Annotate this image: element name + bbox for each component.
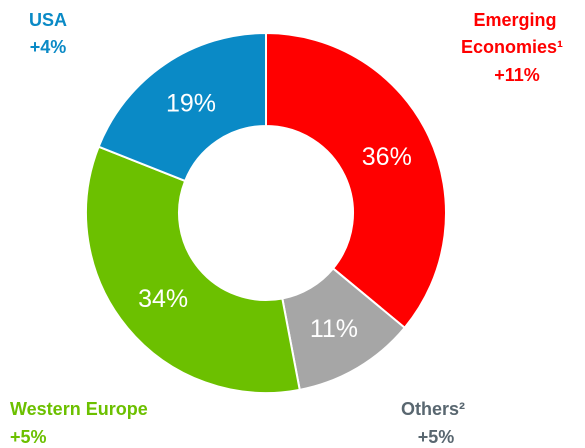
slice-value-label-others: 11% <box>310 315 358 343</box>
legend-growth-western-europe: +5% <box>10 427 47 447</box>
slice-value-labels: 36% 11% 34% 19% <box>138 90 412 343</box>
slice-usa <box>97 31 267 183</box>
legend-growth-usa: +4% <box>30 37 67 57</box>
slice-western-europe <box>85 145 301 394</box>
legend-label-usa: USA <box>29 10 67 30</box>
slice-value-label-western-europe: 34% <box>138 285 188 313</box>
slice-value-label-usa: 19% <box>166 90 216 118</box>
slice-emerging-economies <box>265 31 447 330</box>
legend-growth-others: +5% <box>418 427 455 447</box>
legend-label-emerging-line1: Emerging <box>473 10 556 30</box>
donut-slices <box>85 31 447 394</box>
legend-growth-emerging: +11% <box>494 65 540 85</box>
legend-label-others: Others² <box>401 399 465 419</box>
legend-label-emerging-line2: Economies¹ <box>461 37 563 57</box>
slice-value-label-emerging-economies: 36% <box>362 143 412 171</box>
legend-label-western-europe: Western Europe <box>10 399 148 419</box>
